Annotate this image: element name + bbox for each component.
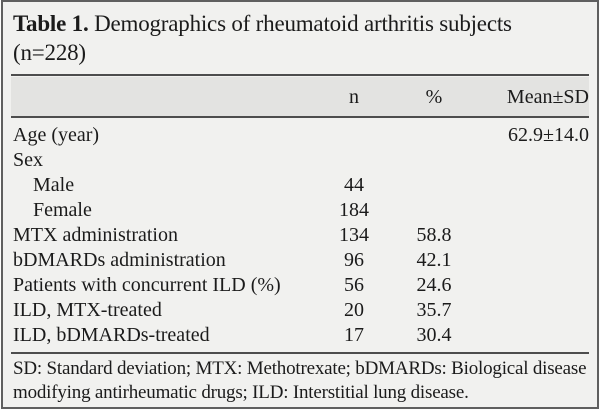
- row-mean-sd-value: 62.9±14.0: [508, 124, 589, 146]
- table-title: Table 1. Demographics of rheumatoid arth…: [11, 9, 589, 67]
- row-label: Age (year): [13, 124, 100, 146]
- table-row: bDMARDs administration 96 42.1: [11, 248, 589, 273]
- table-row: MTX administration 134 58.8: [11, 223, 589, 248]
- row-percent-value: 58.8: [416, 224, 452, 246]
- table-row: Patients with concurrent ILD (%) 56 24.6: [11, 273, 589, 298]
- column-header-pct: %: [425, 86, 443, 108]
- row-n-value: 56: [344, 274, 364, 296]
- row-n-value: 184: [339, 199, 369, 221]
- table-row: Male 44: [11, 173, 589, 198]
- footnote-rule: [11, 352, 589, 354]
- row-label: ILD, bDMARDs-treated: [13, 324, 210, 346]
- row-label: MTX administration: [13, 224, 178, 246]
- row-n-value: 44: [344, 174, 364, 196]
- row-label: Sex: [13, 149, 43, 171]
- row-n-value: 134: [339, 224, 369, 246]
- table-row: Female 184: [11, 198, 589, 223]
- column-header-n: n: [349, 86, 359, 108]
- row-n-value: 17: [344, 324, 364, 346]
- row-label: Male: [33, 174, 75, 196]
- table-body: Age (year) 62.9±14.0 Sex Male 44 Female 184 MTX…: [3, 118, 597, 348]
- column-header-mean: Mean±SD: [506, 86, 589, 108]
- title-rule: [11, 74, 589, 76]
- table-row: Sex: [11, 148, 589, 173]
- row-percent-value: 42.1: [416, 249, 452, 271]
- table-row: ILD, bDMARDs-treated 17 30.4: [11, 323, 589, 348]
- row-label: ILD, MTX-treated: [13, 299, 162, 321]
- column-header-row: n % Mean±SD: [11, 77, 589, 118]
- row-percent-value: 30.4: [416, 324, 452, 346]
- row-percent-value: 24.6: [416, 274, 452, 296]
- table-footnote: SD: Standard deviation; MTX: Methotrexat…: [13, 358, 587, 403]
- table-caption-text: Demographics of rheumatoid arthritis sub…: [13, 11, 512, 65]
- row-percent-value: 35.7: [416, 299, 452, 321]
- row-n-value: 96: [344, 249, 364, 271]
- table-row: Age (year) 62.9±14.0: [11, 123, 589, 148]
- row-n-value: 20: [344, 299, 364, 321]
- row-label: Female: [33, 199, 92, 221]
- table-number-label: Table 1.: [13, 11, 89, 36]
- row-label: bDMARDs administration: [13, 249, 226, 271]
- row-label: Patients with concurrent ILD (%): [13, 274, 281, 296]
- table-row: ILD, MTX-treated 20 35.7: [11, 298, 589, 323]
